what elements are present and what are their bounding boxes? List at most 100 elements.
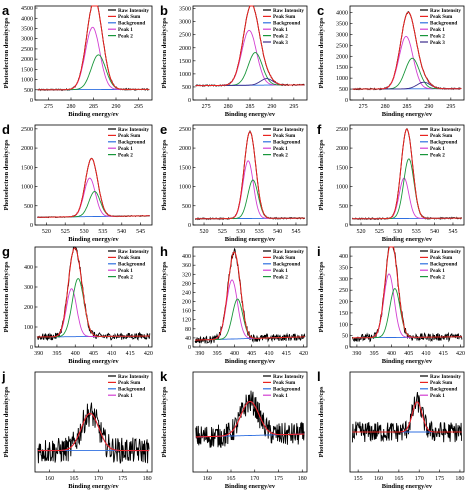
x-tick-label: 530	[80, 229, 89, 235]
series-peak-sum	[37, 5, 150, 91]
panel-f: f 0 500 1000 1500 2000 2500 520 525 530 535 540 545 B…	[317, 122, 465, 243]
series-peak-sum	[352, 11, 462, 90]
x-tick-label: 410	[265, 351, 274, 357]
y-tick-label: 120	[182, 318, 191, 324]
panel-letter: d	[2, 122, 10, 137]
series-peak-1	[195, 279, 305, 341]
panel-j: j 160 165 170 175 180 Binding energy/ev Photoel…	[1, 369, 153, 490]
y-tick-label: 250	[339, 288, 348, 294]
legend-label: Raw Intensity	[273, 8, 304, 14]
x-tick-label: 405	[247, 351, 256, 357]
series-peak-2	[195, 298, 305, 341]
y-tick-label: 4000	[336, 11, 348, 17]
y-tick-label: 320	[182, 272, 191, 278]
x-tick-label: 405	[404, 351, 413, 357]
x-tick-label: 525	[218, 229, 227, 235]
y-tick-label: 100	[339, 322, 348, 328]
plot-frame	[34, 371, 153, 473]
x-tick-label: 420	[456, 351, 465, 357]
y-axis-title: Photoelectron density/cps	[318, 139, 325, 210]
legend-label: Peak 2	[118, 152, 133, 158]
series-peak-1	[352, 177, 462, 220]
legend-label: Raw Intensity	[273, 374, 304, 380]
x-tick-label: 180	[143, 476, 152, 482]
y-tick-label: 400	[339, 254, 348, 260]
y-tick-label: 4000	[21, 16, 33, 22]
x-tick-label: 395	[52, 351, 61, 357]
y-tick-label: 150	[339, 311, 348, 317]
series-peak-2	[352, 158, 462, 220]
legend-label: Background	[430, 140, 457, 146]
legend-label: Peak 3	[430, 40, 445, 46]
plot-frame	[192, 124, 308, 226]
y-tick-label: 1500	[336, 165, 348, 171]
x-tick-label: 535	[255, 229, 264, 235]
legend-label: Peak Sum	[273, 14, 296, 20]
x-tick-label: 420	[144, 351, 153, 357]
legend-label: Background	[118, 21, 145, 27]
x-tick-label: 290	[424, 104, 433, 110]
legend-label: Peak 1	[273, 27, 288, 33]
legend-label: Peak Sum	[118, 380, 141, 386]
panel-letter: c	[317, 3, 324, 18]
y-tick-label: 500	[24, 204, 33, 210]
x-tick-label: 275	[44, 104, 53, 110]
x-tick-label: 540	[117, 229, 126, 235]
panel-letter: i	[317, 244, 321, 259]
x-tick-label: 295	[289, 104, 298, 110]
series-peak-sum	[195, 251, 305, 341]
legend-label: Peak 1	[430, 268, 445, 274]
x-tick-label: 295	[134, 104, 143, 110]
plot-frame	[192, 371, 308, 473]
legend-label: Peak Sum	[273, 255, 296, 261]
x-tick-label: 180	[298, 476, 307, 482]
y-tick-label: 2000	[179, 46, 191, 52]
x-tick-label: 545	[136, 229, 145, 235]
y-tick-label: 2500	[179, 127, 191, 133]
x-tick-label: 275	[202, 104, 211, 110]
legend-label: Background	[273, 387, 300, 393]
plot-frame	[349, 124, 465, 226]
series-peak-2	[37, 191, 150, 218]
x-tick-label: 415	[126, 351, 135, 357]
x-tick-label: 160	[203, 476, 212, 482]
y-axis-title: Photoelectron density/cps	[318, 261, 325, 332]
y-tick-label: 3500	[336, 21, 348, 27]
series-raw-intensity	[37, 402, 150, 464]
series-peak-sum	[195, 5, 305, 87]
y-tick-label: 0	[30, 223, 33, 229]
legend-label: Raw Intensity	[273, 127, 304, 133]
x-tick-label: 395	[213, 351, 222, 357]
series-peak-1	[37, 177, 150, 218]
y-axis-title: Photoelectron density/cps	[3, 17, 10, 88]
y-tick-label: 0	[188, 345, 191, 351]
series-peak-1	[195, 160, 305, 220]
panel-c: c 0 500 1000 1500 2000 2500 3000 3500 4000 275 280 2…	[317, 3, 465, 118]
x-tick-label: 155	[354, 476, 363, 482]
legend-label: Raw Intensity	[118, 127, 149, 133]
y-tick-label: 500	[339, 87, 348, 93]
panel-letter: b	[160, 3, 168, 18]
panel-letter: k	[160, 369, 168, 384]
x-axis-title: Binding energy/ev	[225, 358, 276, 365]
x-tick-label: 410	[107, 351, 116, 357]
panel-letter: a	[2, 3, 10, 18]
y-tick-label: 0	[345, 345, 348, 351]
x-tick-label: 420	[299, 351, 308, 357]
legend-label: Background	[118, 387, 145, 393]
y-tick-label: 1500	[21, 165, 33, 171]
plot-frame	[349, 246, 465, 348]
panel-a: a 0 500 1000 1500 2000 2500 3000 3500 4000 4500 275…	[2, 3, 153, 118]
x-axis-title: Binding energy/ev	[68, 483, 119, 490]
y-tick-label: 500	[339, 204, 348, 210]
legend-label: Peak 2	[273, 33, 288, 39]
legend-label: Background	[273, 140, 300, 146]
y-tick-label: 280	[182, 281, 191, 287]
x-tick-label: 170	[250, 476, 259, 482]
series-peak-2	[195, 179, 305, 220]
panel-letter: f	[317, 122, 322, 137]
y-axis-title: Photoelectron density/cps	[3, 139, 10, 210]
x-tick-label: 175	[274, 476, 283, 482]
x-tick-label: 285	[246, 104, 255, 110]
x-tick-label: 390	[352, 351, 361, 357]
